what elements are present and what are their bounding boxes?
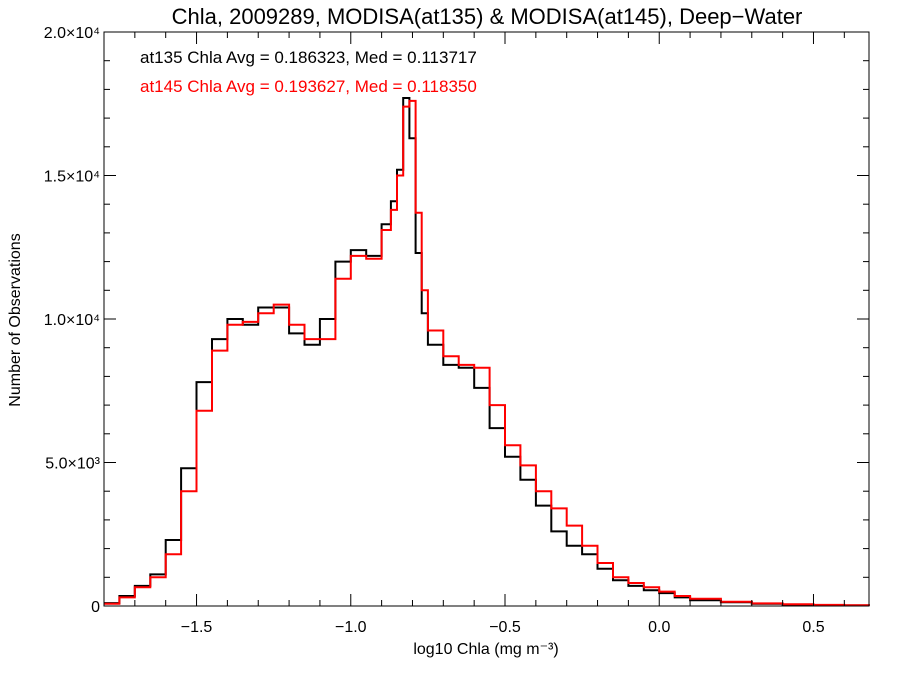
- series-line-1: [104, 99, 870, 607]
- y-tick-label: 0: [91, 599, 100, 616]
- tick-layer: −1.5 −1.0 −0.5 0.0 0.5 0 5.0×10³ 1.0×10⁴ 1.5×10⁴…: [44, 25, 869, 636]
- y-tick-label: 1.5×10⁴: [44, 169, 100, 186]
- series-layer: [104, 97, 870, 607]
- chart-title: Chla, 2009289, MODISA(at135) & MODISA(at…: [172, 4, 803, 29]
- x-tick-label: −1.0: [335, 619, 367, 636]
- x-tick-label: −0.5: [489, 619, 521, 636]
- y-tick-label: 1.0×10⁴: [44, 312, 100, 329]
- y-tick-label: 5.0×10³: [45, 456, 100, 473]
- x-axis-title: log10 Chla (mg m⁻³): [413, 641, 558, 658]
- y-tick-label: 2.0×10⁴: [44, 25, 100, 42]
- x-tick-label: −1.5: [181, 619, 213, 636]
- y-axis-title: Number of Observations: [7, 233, 24, 406]
- annotation-at145: at145 Chla Avg = 0.193627, Med = 0.11835…: [140, 77, 477, 96]
- series-line-0: [104, 97, 870, 607]
- x-tick-label: 0.0: [648, 619, 670, 636]
- plot-frame: [103, 31, 870, 607]
- annotation-at135: at135 Chla Avg = 0.186323, Med = 0.11371…: [140, 48, 477, 67]
- x-tick-label: 0.5: [802, 619, 824, 636]
